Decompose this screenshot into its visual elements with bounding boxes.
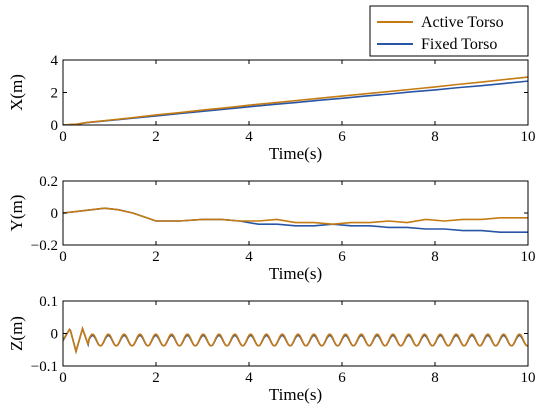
x-tick-label: 0 (59, 249, 67, 265)
x-tick-label: 8 (431, 129, 439, 145)
x-tick-label: 0 (59, 129, 67, 145)
x-tick-label: 6 (338, 129, 346, 145)
y-tick-label: 0.1 (39, 294, 58, 310)
x-tick-label: 10 (521, 249, 536, 265)
legend-label-fixed-torso: Fixed Torso (421, 36, 497, 53)
x-tick-label: 2 (152, 249, 160, 265)
x-tick-label: 6 (338, 370, 346, 386)
x-tick-label: 4 (245, 370, 253, 386)
x-tick-label: 4 (245, 249, 253, 265)
x-tick-label: 2 (152, 129, 160, 145)
x-axis-label: Time(s) (269, 385, 322, 404)
y-tick-label: 0 (51, 206, 59, 222)
x-tick-label: 10 (521, 129, 536, 145)
y-tick-label: 0 (51, 327, 59, 343)
x-tick-label: 4 (245, 129, 253, 145)
x-tick-label: 0 (59, 370, 67, 386)
x-axis-label: Time(s) (269, 144, 322, 163)
y-axis-label: Y(m) (7, 195, 26, 232)
y-tick-label: 4 (51, 53, 59, 69)
x-axis-label: Time(s) (269, 264, 322, 283)
y-tick-label: −0.1 (31, 359, 58, 375)
y-axis-label: Z(m) (7, 316, 26, 351)
y-tick-label: 0.2 (39, 174, 58, 190)
x-tick-label: 6 (338, 249, 346, 265)
legend: Active Torso Fixed Torso (369, 5, 529, 57)
plot-frame (62, 59, 529, 126)
x-tick-label: 10 (521, 370, 536, 386)
y-axis-label: X(m) (7, 74, 26, 111)
y-tick-label: 2 (51, 86, 59, 102)
x-tick-label: 8 (431, 370, 439, 386)
plot-frame (62, 300, 529, 367)
y-tick-label: −0.2 (31, 238, 58, 254)
x-tick-label: 8 (431, 249, 439, 265)
series-line-active-torso (63, 207, 528, 226)
series-line-active-torso (63, 325, 528, 355)
series-line-active-torso (63, 76, 528, 125)
y-tick-label: 0 (51, 118, 59, 134)
panel-x-position: 0 2 4 6 8 10 0 2 4 Time(s) X(m) (7, 53, 536, 163)
legend-box (369, 5, 529, 57)
series-line-fixed-torso (63, 325, 528, 355)
legend-label-active-torso: Active Torso (421, 14, 504, 31)
x-tick-label: 2 (152, 370, 160, 386)
